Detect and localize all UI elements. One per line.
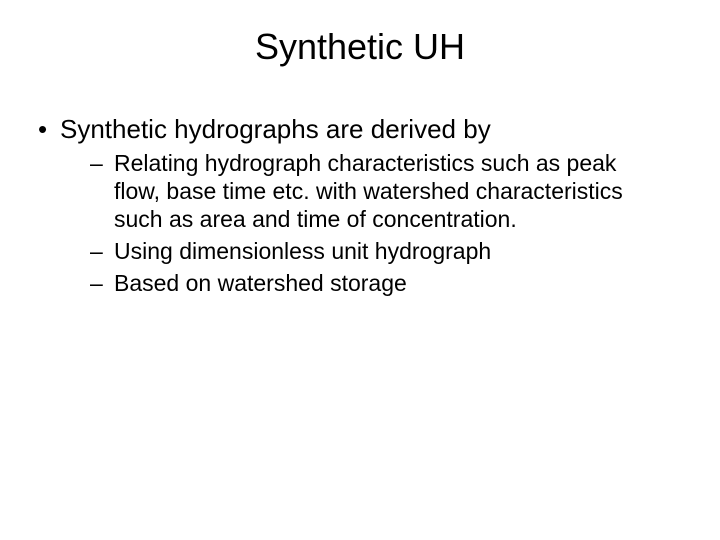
bullet-level2: Relating hydrograph characteristics such…	[90, 149, 660, 233]
bullet-level2: Using dimensionless unit hydrograph	[90, 237, 660, 265]
bullet-level2-text: Relating hydrograph characteristics such…	[114, 150, 623, 232]
bullet-level2: Based on watershed storage	[90, 269, 660, 297]
slide: Synthetic UH Synthetic hydrographs are d…	[0, 0, 720, 540]
bullet-level2-text: Based on watershed storage	[114, 270, 407, 296]
slide-title: Synthetic UH	[0, 26, 720, 68]
bullet-level2-text: Using dimensionless unit hydrograph	[114, 238, 491, 264]
bullet-level1-text: Synthetic hydrographs are derived by	[60, 114, 491, 144]
bullet-level1: Synthetic hydrographs are derived by	[38, 114, 680, 145]
